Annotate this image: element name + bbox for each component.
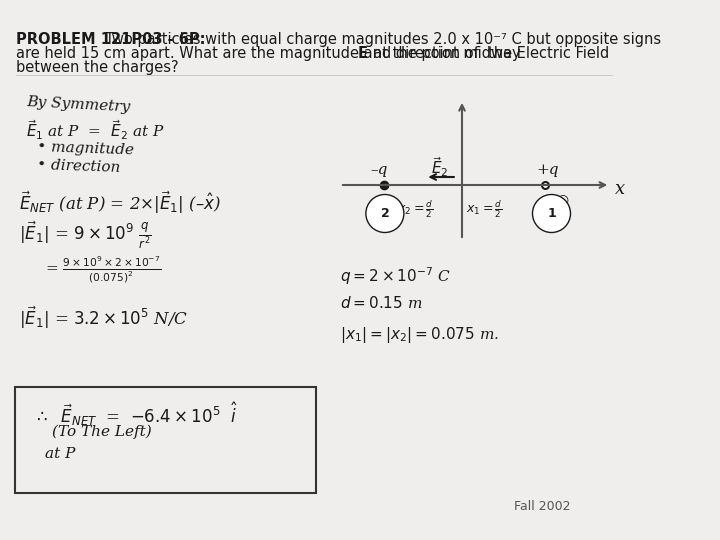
Text: at P: at P — [45, 447, 76, 461]
Text: Fall 2002: Fall 2002 — [514, 500, 571, 513]
Text: $\circledcirc$: $\circledcirc$ — [375, 195, 387, 209]
Text: E: E — [357, 46, 367, 61]
Text: x: x — [615, 180, 625, 198]
Text: $q = 2\times10^{-7}$ C: $q = 2\times10^{-7}$ C — [340, 265, 451, 287]
Text: between the charges?: between the charges? — [16, 60, 179, 75]
Text: –q: –q — [371, 163, 388, 177]
Text: = $\frac{9\times10^9 \times 2\times10^{-7}}{(0.075)^2}$: = $\frac{9\times10^9 \times 2\times10^{-… — [45, 255, 161, 285]
Text: +q: +q — [536, 163, 559, 177]
Text: $\vec{E}_1$ at P  =  $\vec{E}_2$ at P: $\vec{E}_1$ at P = $\vec{E}_2$ at P — [26, 118, 165, 141]
Text: Two particles with equal charge magnitudes 2.0 x 10⁻⁷ C but opposite signs: Two particles with equal charge magnitud… — [96, 32, 661, 47]
Text: $|x_1| = |x_2| = 0.075$ m.: $|x_1| = |x_2| = 0.075$ m. — [340, 325, 499, 345]
Text: are held 15 cm apart. What are the magnitude and direction of  the Electric Fiel: are held 15 cm apart. What are the magni… — [16, 46, 613, 61]
Text: |$\vec{E}_1$| = $3.2\times10^5$ N/C: |$\vec{E}_1$| = $3.2\times10^5$ N/C — [19, 305, 189, 332]
Text: $d = 0.15$ m: $d = 0.15$ m — [340, 295, 423, 311]
Text: $x_1 = \frac{d}{2}$: $x_1 = \frac{d}{2}$ — [467, 199, 503, 220]
Text: $\vec{E}_{NET}$ (at P) = 2×|$\vec{E}_1$| (–$\hat{x}$): $\vec{E}_{NET}$ (at P) = 2×|$\vec{E}_1$|… — [19, 190, 221, 217]
Text: $\bigcirc$: $\bigcirc$ — [556, 193, 570, 207]
Text: • direction: • direction — [37, 158, 120, 175]
Text: $\mathbf{2}$: $\mathbf{2}$ — [380, 207, 390, 220]
Text: By Symmetry: By Symmetry — [26, 95, 130, 114]
Text: $\therefore$  $\vec{E}_{NET}$  =  $-6.4\times10^5$  $\hat{i}$: $\therefore$ $\vec{E}_{NET}$ = $-6.4\tim… — [33, 400, 238, 428]
Text: PROBLEM 121P03 - 6P:: PROBLEM 121P03 - 6P: — [16, 32, 205, 47]
Text: • magnitude: • magnitude — [37, 140, 134, 157]
Text: at the point midway: at the point midway — [364, 46, 521, 61]
Text: |$\vec{E}_1$| = $9\times10^9$ $\frac{q}{r^2}$: |$\vec{E}_1$| = $9\times10^9$ $\frac{q}{… — [19, 220, 152, 252]
Text: $x_2 = \frac{d}{2}$: $x_2 = \frac{d}{2}$ — [397, 199, 433, 220]
Text: $\vec{E}_2$: $\vec{E}_2$ — [431, 155, 449, 179]
Text: $\mathbf{1}$: $\mathbf{1}$ — [546, 207, 557, 220]
Text: (To The Left): (To The Left) — [53, 425, 152, 440]
